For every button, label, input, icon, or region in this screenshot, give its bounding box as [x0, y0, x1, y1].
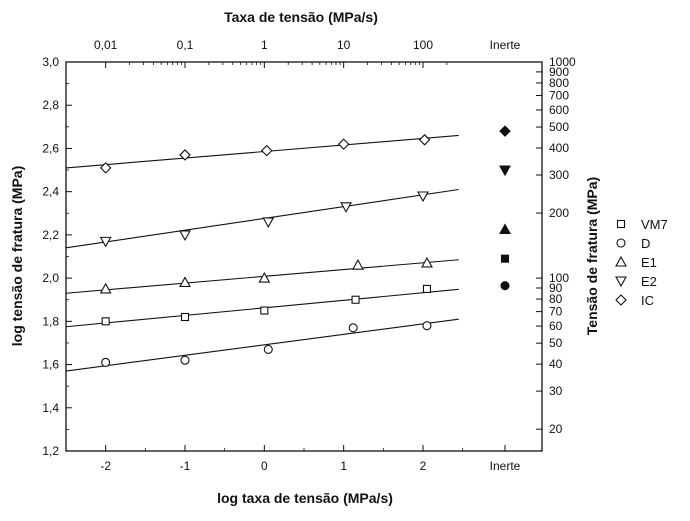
- legend-marker-d: [616, 238, 626, 248]
- right-tick-label: 20: [549, 422, 563, 436]
- y-tick-label: 2,4: [42, 185, 59, 199]
- data-point-d: [180, 355, 190, 365]
- y-tick-label: 1,6: [42, 358, 59, 372]
- fit-line: [65, 318, 459, 372]
- data-point-e1: [179, 276, 191, 287]
- data-point-vm7: [101, 317, 110, 326]
- data-point-ic: [179, 149, 191, 161]
- fit-line: [65, 188, 459, 249]
- y-tick-label: 1,4: [42, 401, 59, 415]
- top-tick-label: 100: [413, 38, 433, 52]
- legend-marker-e1: [615, 255, 627, 267]
- data-point-d: [101, 357, 111, 367]
- data-point-d: [348, 323, 358, 333]
- legend-label-d: D: [641, 236, 650, 251]
- data-point-e2: [99, 236, 112, 248]
- y-tick-label: 1,2: [42, 444, 59, 458]
- y-axis-title: log tensão de fratura (MPa): [9, 166, 25, 346]
- right-tick-label: 700: [549, 88, 569, 102]
- legend-marker-e2: [615, 276, 627, 288]
- right-tick-label: 60: [549, 319, 563, 333]
- y-tick-label: 2,6: [42, 141, 59, 155]
- legend-label-e1: E1: [641, 255, 657, 270]
- top-tick-label: 0,1: [177, 38, 194, 52]
- data-point-ic: [418, 134, 431, 146]
- y-tick-label: 3,0: [42, 55, 59, 69]
- right-tick-label: 40: [549, 357, 563, 371]
- y-tick-label: 2,8: [42, 98, 59, 112]
- right-tick-label: 600: [549, 103, 569, 117]
- right-tick-label: 400: [549, 141, 569, 155]
- data-point-e1: [258, 271, 271, 283]
- right-tick-label: 100: [549, 271, 569, 285]
- right-tick-label: 30: [549, 384, 563, 398]
- inerte-point-e2: [499, 165, 511, 177]
- data-point-e2: [262, 217, 275, 229]
- data-point-ic: [99, 162, 112, 174]
- top-tick-label: 10: [337, 38, 351, 52]
- right-tick-label: 70: [549, 305, 563, 319]
- right-tick-label: 800: [549, 76, 569, 90]
- right-tick-label: 80: [549, 292, 563, 306]
- right-tick-label: 90: [549, 281, 563, 295]
- y-tick-label: 2,2: [42, 228, 59, 242]
- data-point-vm7: [180, 312, 190, 322]
- legend: VM7 D E1 E2 IC: [615, 217, 668, 308]
- top-tick-label-inerte: Inerte: [490, 38, 521, 52]
- right-tick-label: 200: [549, 206, 569, 220]
- data-point-vm7: [260, 306, 269, 315]
- legend-label-e2: E2: [641, 274, 657, 289]
- x-axis-title: log taxa de tensão (MPa/s): [217, 490, 393, 506]
- x-tick-label: -1: [180, 459, 191, 473]
- data-point-e1: [421, 256, 433, 268]
- inerte-point-e1: [499, 223, 511, 235]
- data-point-e2: [340, 202, 352, 213]
- plot-frame: [65, 61, 543, 452]
- data-point-e1: [352, 259, 364, 270]
- data-point-e2: [179, 230, 191, 242]
- y-tick-label: 1,8: [42, 314, 59, 328]
- data-point-ic: [260, 144, 273, 157]
- right-tick-label: 1000: [549, 55, 576, 69]
- data-point-vm7: [422, 284, 432, 293]
- top-axis-title: Taxa de tensão (MPa/s): [224, 9, 378, 25]
- data-point-e1: [99, 282, 112, 294]
- data-point-ic: [337, 138, 350, 150]
- plot-area: -2 0,01 -1 0,1 0 1 1 10 2 100 Inerte Inerte 1,2 1,4 1,…: [42, 38, 576, 473]
- inerte-point-d: [500, 281, 510, 291]
- data-point-d: [422, 321, 432, 331]
- x-tick-label-inerte: Inerte: [490, 459, 521, 473]
- inerte-point-ic: [499, 125, 511, 137]
- legend-label-ic: IC: [641, 293, 654, 308]
- legend-marker-ic: [615, 294, 627, 306]
- x-tick-label: 2: [420, 459, 427, 473]
- right-tick-label: 900: [549, 65, 569, 79]
- x-tick-label: -2: [100, 459, 111, 473]
- y-tick-label: 2,0: [42, 271, 59, 285]
- right-axis-title: Tensão de fratura (MPa): [584, 177, 600, 335]
- right-tick-label: 300: [549, 168, 569, 182]
- top-tick-label: 0,01: [94, 38, 118, 52]
- top-tick-label: 1: [261, 38, 268, 52]
- x-tick-label: 0: [261, 459, 268, 473]
- legend-marker-vm7: [616, 219, 626, 229]
- data-point-d: [263, 344, 273, 354]
- right-tick-label: 50: [549, 336, 563, 350]
- inerte-point-vm7: [500, 254, 510, 263]
- x-tick-label: 1: [340, 459, 347, 473]
- axis-titles: Taxa de tensão (MPa/s) log taxa de tensã…: [9, 9, 600, 506]
- data-point-e2: [417, 191, 429, 203]
- data-point-vm7: [351, 295, 360, 304]
- legend-label-vm7: VM7: [641, 217, 668, 232]
- right-tick-label: 500: [549, 120, 569, 134]
